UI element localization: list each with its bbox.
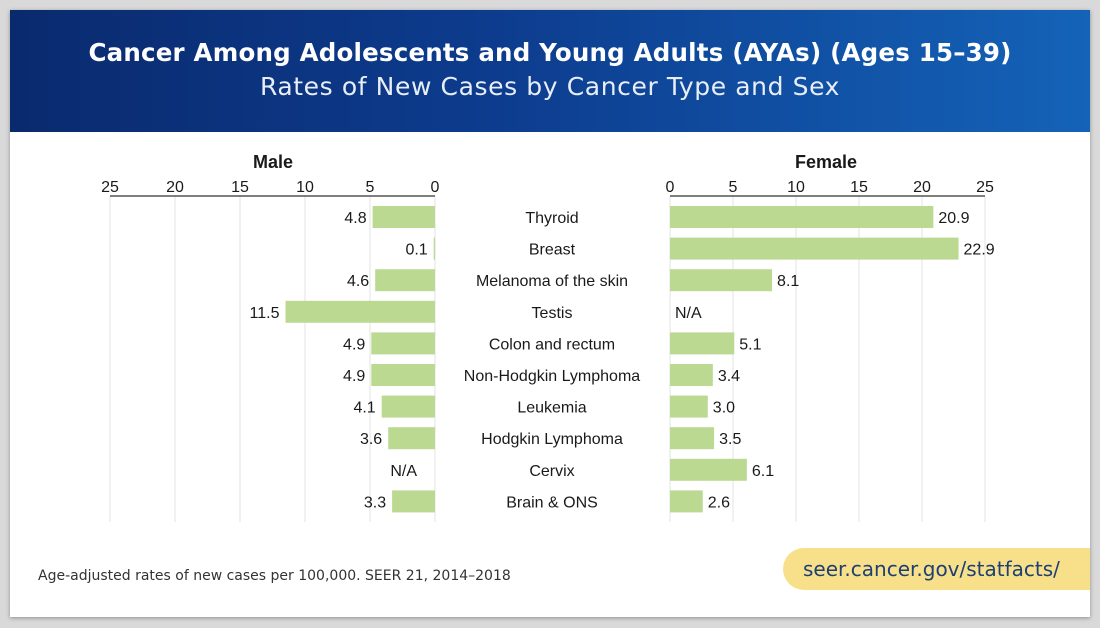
category-label-non-hodgkin-lymphoma: Non-Hodgkin Lymphoma (464, 368, 640, 385)
female-tick-label: 15 (850, 179, 868, 196)
male-value-label-non-hodgkin-lymphoma: 4.9 (343, 368, 365, 385)
female-bar-non-hodgkin-lymphoma (670, 364, 713, 386)
category-labels: Thyroid Breast Melanoma of the skin Testis C… (464, 210, 640, 511)
male-value-label-thyroid: 4.8 (344, 210, 366, 227)
female-tick-label: 10 (787, 179, 805, 196)
female-bar-colon-and-rectum (670, 332, 735, 355)
female-series-title: Female (795, 152, 857, 172)
male-bar-hodgkin-lymphoma (388, 427, 435, 450)
male-value-label-cervix: N/A (390, 463, 417, 480)
female-value-label-hodgkin-lymphoma: 3.5 (719, 431, 741, 448)
female-bar-hodgkin-lymphoma (670, 427, 715, 450)
source-link[interactable]: seer.cancer.gov/statfacts/ (783, 548, 1090, 590)
male-bar-colon-and-rectum (371, 332, 435, 355)
female-value-label-cervix: 6.1 (752, 463, 774, 480)
female-value-label-colon-and-rectum: 5.1 (739, 336, 761, 353)
butterfly-bar-chart: 0 5 10 15 20 25 Male 0 5 10 15 20 25 Female 4.8 20.9 0… (101, 152, 995, 522)
male-bar-testis (285, 300, 435, 323)
male-series-title: Male (253, 152, 293, 172)
female-value-label-thyroid: 20.9 (938, 210, 969, 227)
male-value-label-colon-and-rectum: 4.9 (343, 336, 365, 353)
male-value-label-melanoma-of-the-skin: 4.6 (347, 273, 369, 290)
male-bar-thyroid (372, 206, 435, 228)
category-label-hodgkin-lymphoma: Hodgkin Lymphoma (481, 431, 623, 448)
male-value-label-hodgkin-lymphoma: 3.6 (360, 431, 382, 448)
female-value-label-melanoma-of-the-skin: 8.1 (777, 273, 799, 290)
category-label-leukemia: Leukemia (517, 400, 586, 417)
male-value-label-testis: 11.5 (250, 305, 280, 322)
footnote: Age-adjusted rates of new cases per 100,… (38, 568, 511, 584)
female-tick-label: 0 (666, 179, 675, 196)
male-gridlines (109, 196, 436, 522)
female-value-label-testis: N/A (675, 305, 702, 322)
female-tick-label: 25 (976, 179, 994, 196)
infographic-card: Cancer Among Adolescents and Young Adult… (10, 10, 1090, 617)
bars (285, 206, 959, 513)
male-tick-label: 0 (431, 179, 440, 196)
category-label-melanoma-of-the-skin: Melanoma of the skin (476, 273, 628, 290)
male-tick-label: 15 (231, 179, 249, 196)
female-tick-label: 5 (729, 179, 738, 196)
category-label-cervix: Cervix (529, 463, 574, 480)
female-bar-leukemia (670, 395, 708, 418)
female-tick-label: 20 (913, 179, 931, 196)
male-value-label-brain-and-ons: 3.3 (364, 494, 386, 511)
male-tick-label: 5 (366, 179, 375, 196)
female-axis: 0 5 10 15 20 25 Female (666, 152, 994, 197)
male-bar-brain-and-ons (392, 490, 435, 513)
male-value-label-breast: 0.1 (405, 242, 427, 259)
female-value-label-non-hodgkin-lymphoma: 3.4 (718, 368, 740, 385)
category-label-thyroid: Thyroid (525, 210, 578, 227)
female-value-label-leukemia: 3.0 (713, 400, 735, 417)
female-bar-melanoma-of-the-skin (670, 269, 773, 292)
male-value-label-leukemia: 4.1 (353, 400, 375, 417)
male-bar-leukemia (381, 395, 435, 418)
female-value-label-brain-and-ons: 2.6 (708, 494, 730, 511)
value-labels: 4.8 20.9 0.1 22.9 4.6 8.1 11.5 N/A 4.9 5.1 4.9 3.4 4… (250, 210, 995, 511)
male-tick-label: 10 (296, 179, 314, 196)
female-bar-brain-and-ons (670, 490, 703, 513)
female-value-label-breast: 22.9 (964, 242, 995, 259)
female-bar-breast (670, 237, 959, 260)
category-label-brain-and-ons: Brain & ONS (506, 494, 598, 511)
male-tick-label: 20 (166, 179, 184, 196)
female-bar-thyroid (670, 206, 934, 228)
male-tick-label: 25 (101, 179, 119, 196)
male-bar-melanoma-of-the-skin (375, 269, 435, 292)
category-label-breast: Breast (529, 242, 576, 259)
male-axis: 0 5 10 15 20 25 Male (101, 152, 440, 197)
category-label-colon-and-rectum: Colon and rectum (489, 336, 615, 353)
page-title: Cancer Among Adolescents and Young Adult… (88, 38, 1012, 67)
male-bar-breast (433, 237, 435, 260)
male-bar-non-hodgkin-lymphoma (371, 364, 435, 386)
category-label-testis: Testis (532, 305, 573, 322)
header-banner: Cancer Among Adolescents and Young Adult… (10, 10, 1090, 132)
page-subtitle: Rates of New Cases by Cancer Type and Se… (259, 72, 841, 101)
female-bar-cervix (670, 458, 747, 481)
